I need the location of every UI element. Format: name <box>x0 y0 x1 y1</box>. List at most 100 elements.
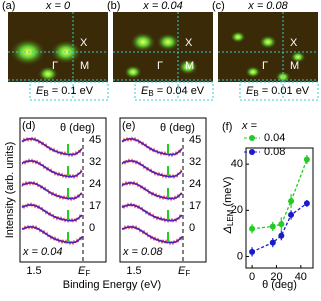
map-feature <box>290 51 306 63</box>
text: = 0.04 eV <box>154 85 205 97</box>
text: (meV) <box>222 177 234 210</box>
x-tick-label: EF <box>178 265 190 278</box>
panel-label: (e) <box>122 120 135 132</box>
theta-label: 24 <box>189 178 201 190</box>
x-tick-label: 1.5 <box>26 265 41 277</box>
edc-fit <box>21 204 83 222</box>
edc-fit <box>121 204 183 222</box>
panel-label: (f) <box>222 121 232 133</box>
x-tick-label: 0 <box>249 271 255 283</box>
theta-label: 32 <box>189 156 201 168</box>
panel-label: (c) <box>212 0 225 12</box>
edc-data <box>21 224 83 246</box>
symbol: E <box>141 85 149 97</box>
bz-point: M <box>80 60 89 72</box>
y-tick-label: 20 <box>231 204 243 216</box>
bz-point: X <box>80 37 88 49</box>
data-point <box>278 221 285 228</box>
x-axis-label: θ (deg) <box>262 279 297 291</box>
text: = 0.01 eV <box>259 85 310 97</box>
x-axis-label: Binding Energy (eV) <box>63 279 161 291</box>
edc-fit <box>21 138 83 156</box>
x-tick-label: 1.5 <box>126 265 141 277</box>
edc-data <box>21 158 83 180</box>
data-point <box>278 232 285 239</box>
map-feature <box>37 66 59 82</box>
edc-fit <box>121 138 183 156</box>
edc-fit <box>121 226 183 244</box>
subscript: LEM <box>226 209 235 226</box>
edc-frame <box>119 117 207 263</box>
edc-fit <box>21 160 83 178</box>
binding-energy: EB = 0.1 eV <box>36 85 94 98</box>
y-tick-label: 0 <box>237 250 243 262</box>
bz-point: Γ <box>262 60 268 72</box>
bz-point: M <box>185 60 194 72</box>
theta-label: 32 <box>89 156 101 168</box>
theta-label: 24 <box>89 178 101 190</box>
map-feature <box>258 35 278 49</box>
map-feature <box>245 66 261 78</box>
map-feature <box>156 33 180 51</box>
doping-label: x = 0.04 <box>22 246 62 258</box>
edc-data <box>21 202 83 224</box>
symbol: E <box>246 85 254 97</box>
edc-data <box>121 158 183 180</box>
data-point <box>269 223 276 230</box>
x-tick-label: EF <box>78 265 90 278</box>
data-point <box>303 156 310 163</box>
bz-point: X <box>290 37 298 49</box>
legend-label: 0.04 <box>264 132 285 144</box>
symbol: E <box>78 265 86 277</box>
theta-title: θ (deg) <box>60 122 95 134</box>
theta-label: 0 <box>89 222 95 234</box>
legend-marker <box>249 135 255 141</box>
theta-label: 17 <box>89 200 101 212</box>
y-axis-label: ΔLEM (meV) <box>222 177 235 235</box>
data-point <box>249 225 256 232</box>
panel-label: (b) <box>107 0 120 12</box>
x-tick-label: 40 <box>295 271 307 283</box>
legend-title: x = <box>241 120 258 132</box>
subscript: B <box>43 89 48 98</box>
edc-fit <box>21 226 83 244</box>
bz-point: Γ <box>157 60 163 72</box>
edc-data <box>121 136 183 158</box>
data-point <box>249 248 256 255</box>
edc-data <box>121 224 183 246</box>
data-point <box>303 200 310 207</box>
subscript: B <box>148 89 153 98</box>
theta-label: 45 <box>89 134 101 146</box>
edc-fit <box>21 182 83 200</box>
edc-data <box>21 136 83 158</box>
subscript: F <box>185 269 190 278</box>
map-feature <box>230 31 246 43</box>
panel-title: x = 0 <box>45 0 71 12</box>
bz-point: M <box>290 60 299 72</box>
panel-title: x = 0.04 <box>142 0 182 12</box>
theta-title: θ (deg) <box>160 122 195 134</box>
map-feature <box>123 65 143 79</box>
x-tick-label: 20 <box>270 271 282 283</box>
subscript: F <box>85 269 90 278</box>
legend-label: 0.08 <box>264 146 285 158</box>
edc-data <box>121 180 183 202</box>
edc-data <box>21 180 83 202</box>
plot-frame <box>245 147 314 269</box>
theta-label: 45 <box>189 134 201 146</box>
symbol: E <box>178 265 186 277</box>
map-feature <box>177 59 199 75</box>
theta-label: 0 <box>189 222 195 234</box>
y-tick-label: 40 <box>231 158 243 170</box>
subscript: B <box>253 89 258 98</box>
theta-label: 17 <box>189 200 201 212</box>
data-point <box>288 211 295 218</box>
edc-fit <box>121 160 183 178</box>
legend-marker <box>249 149 255 155</box>
data-point <box>288 198 295 205</box>
binding-energy: EB = 0.04 eV <box>141 85 205 98</box>
edc-frame <box>19 117 107 263</box>
bz-point: X <box>185 37 193 49</box>
series-line <box>252 159 308 230</box>
